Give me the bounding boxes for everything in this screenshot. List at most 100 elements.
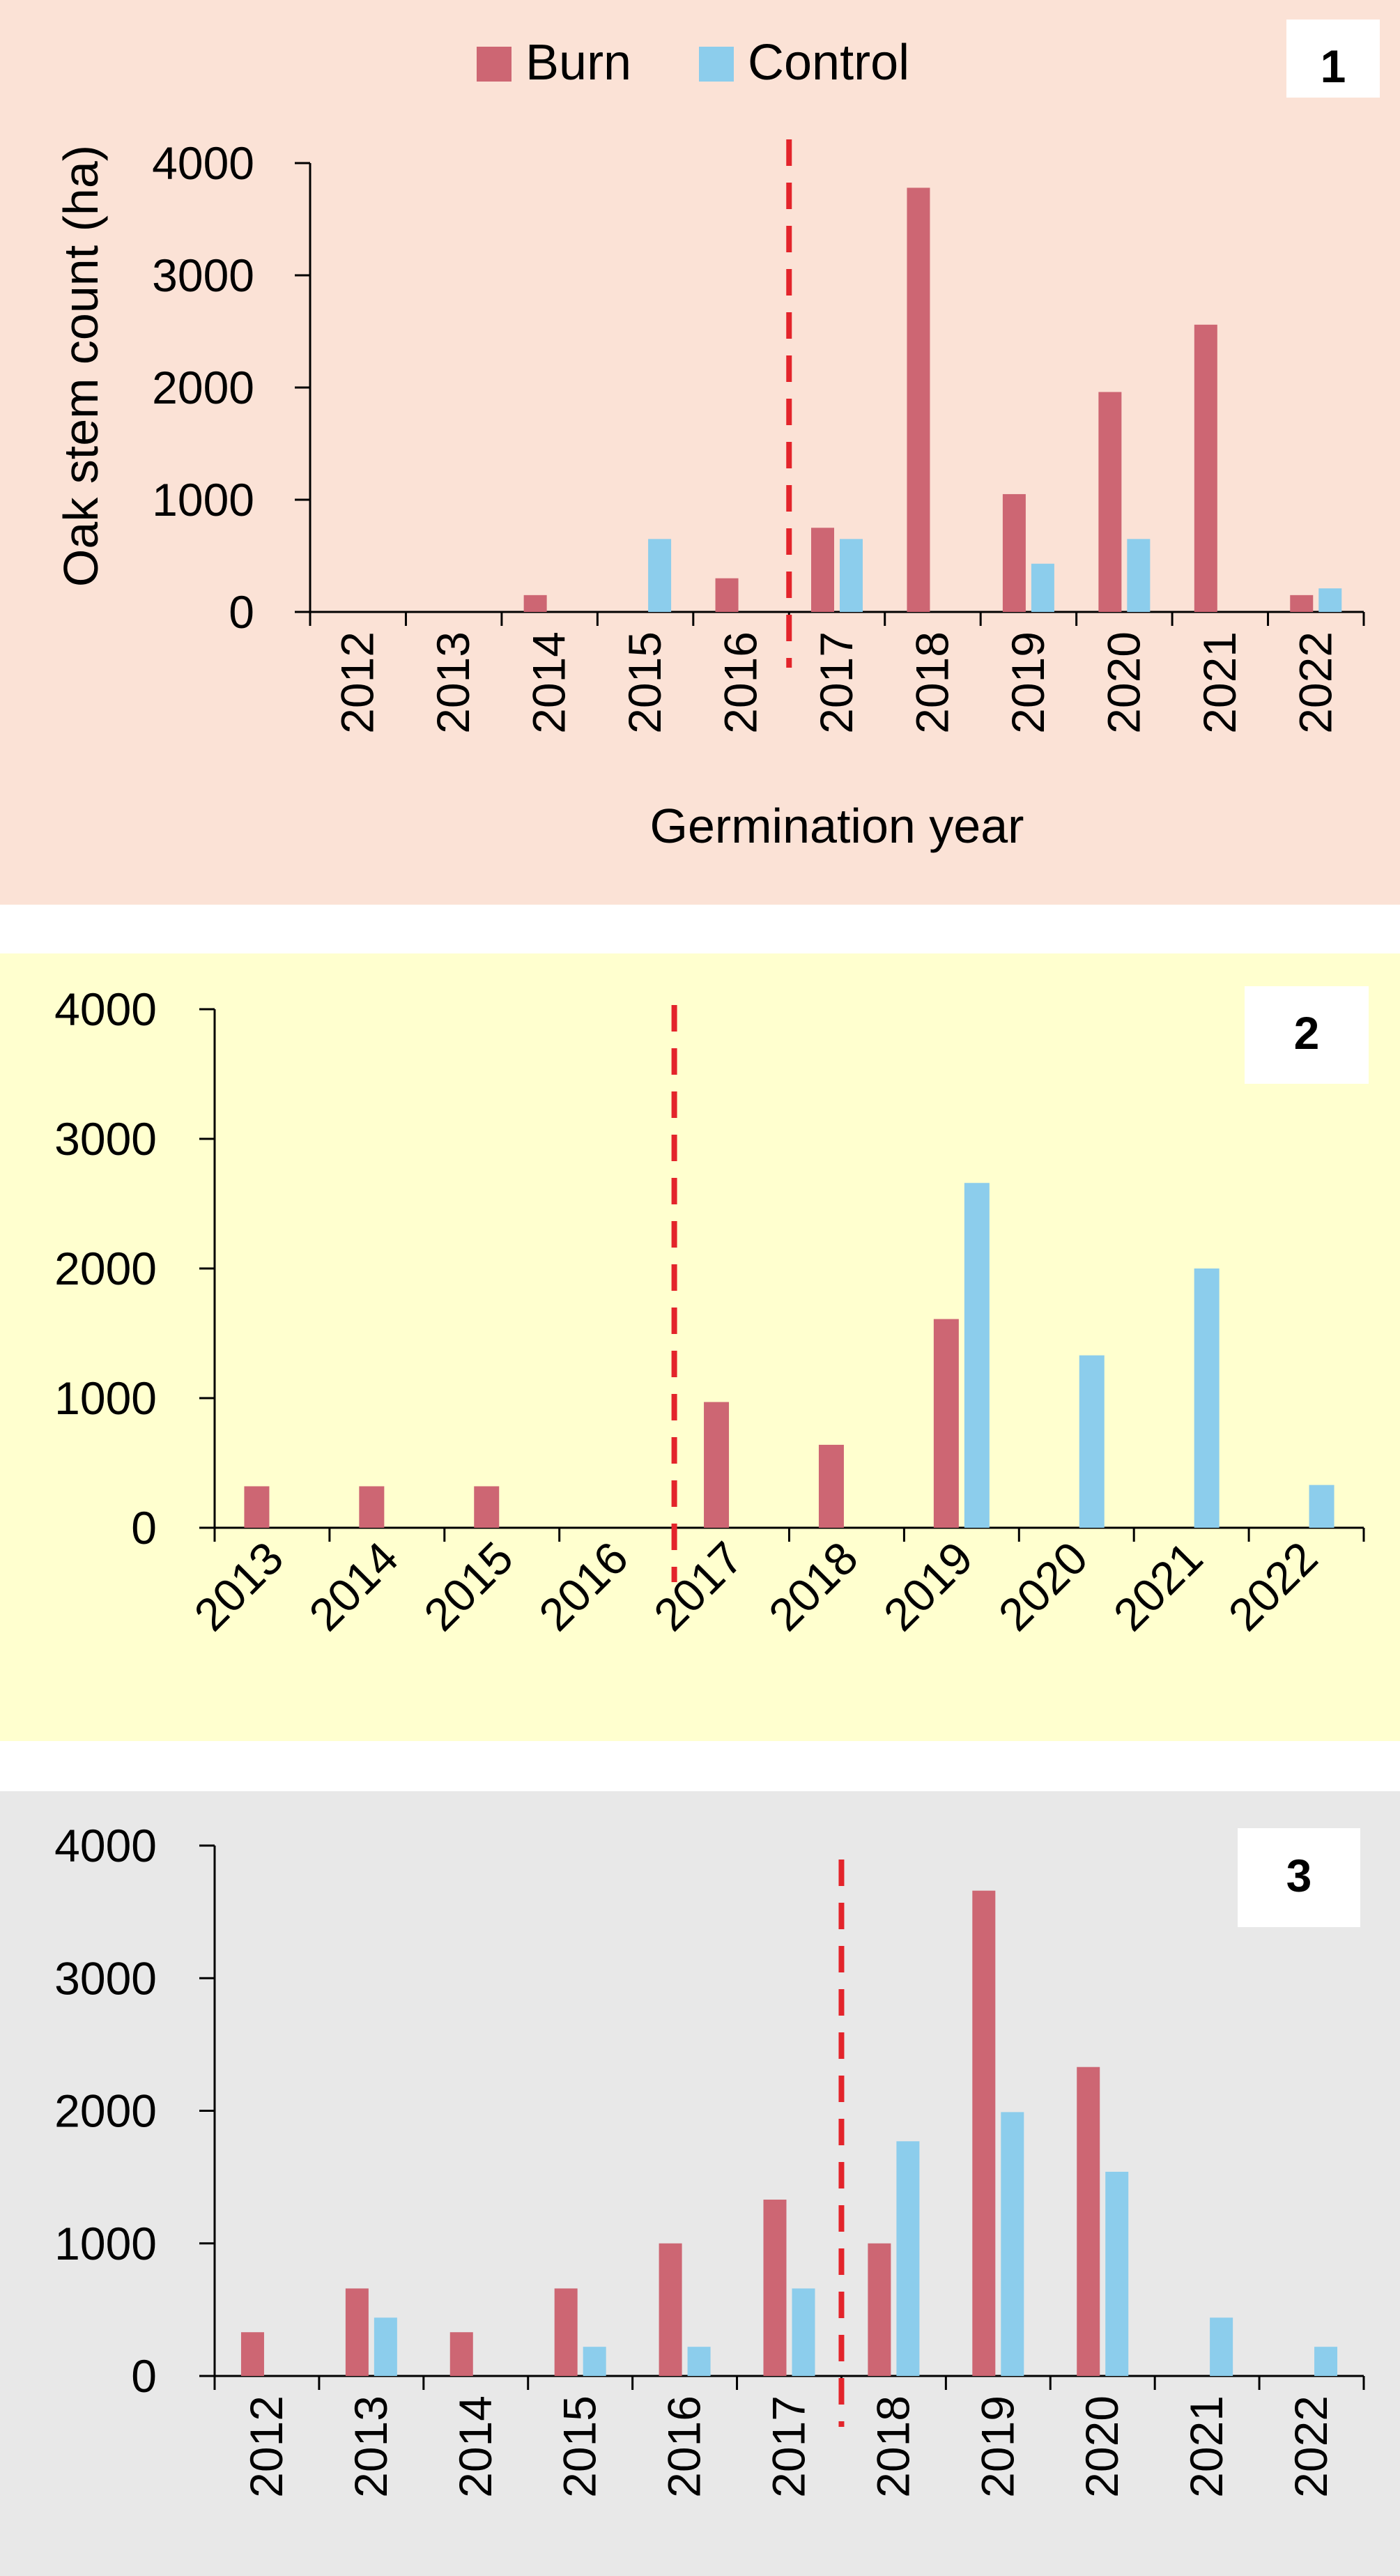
panel-1-label: 1 xyxy=(1321,40,1346,92)
x-tick-label: 2022 xyxy=(1289,631,1341,734)
bar-burn-2015 xyxy=(474,1486,500,1528)
y-tick-label: 3000 xyxy=(54,1113,157,1165)
bar-burn-2020 xyxy=(1098,392,1122,612)
bar-burn-2018 xyxy=(868,2243,891,2376)
panel-3: 3 0 1000 2000 3000 4000 2012 2013 2014 2015 2016 2… xyxy=(0,1791,1400,2576)
bar-control-2017 xyxy=(840,539,863,612)
x-tick-label: 2016 xyxy=(715,631,767,734)
bar-burn-2019 xyxy=(972,1890,996,2376)
panel-label-badge-3: 3 xyxy=(1238,1828,1360,1927)
bar-control-2016 xyxy=(687,2347,711,2376)
legend-control-label: Control xyxy=(748,35,909,91)
y-tick-label: 3000 xyxy=(54,1952,157,2004)
x-tick-label: 2017 xyxy=(763,2395,815,2498)
bar-control-2021 xyxy=(1210,2317,1233,2376)
y-tick-label: 4000 xyxy=(54,983,157,1035)
y-tick-label: 2000 xyxy=(152,362,254,413)
bar-control-2017 xyxy=(792,2288,815,2376)
bar-control-2015 xyxy=(648,539,672,612)
x-tick-label: 2020 xyxy=(1076,2395,1128,2498)
bar-burn-2016 xyxy=(659,2243,682,2376)
panel-2-background xyxy=(0,953,1400,1741)
x-tick-label: 2019 xyxy=(1002,631,1054,734)
panel-label-badge-2: 2 xyxy=(1245,986,1369,1084)
x-tick-label: 2018 xyxy=(906,631,957,734)
x-tick-label: 2022 xyxy=(1285,2395,1337,2498)
panel-1: Burn Control 1 Oak stem count (ha) Germi… xyxy=(0,0,1400,905)
bar-burn-2015 xyxy=(554,2288,578,2376)
x-tick-label: 2013 xyxy=(427,631,479,734)
x-tick-label: 2012 xyxy=(240,2395,292,2498)
y-tick-label: 2000 xyxy=(54,2085,157,2137)
panel-1-background xyxy=(0,0,1400,905)
bar-control-2022 xyxy=(1309,1485,1334,1528)
y-tick-label: 2000 xyxy=(54,1243,157,1294)
panel-3-background xyxy=(0,1791,1400,2576)
panel-3-label: 3 xyxy=(1286,1850,1312,1901)
x-tick-label: 2017 xyxy=(810,631,862,734)
bar-control-2020 xyxy=(1105,2172,1129,2376)
bar-burn-2013 xyxy=(244,1486,270,1528)
bar-control-2019 xyxy=(1001,2112,1024,2376)
x-tick-label: 2014 xyxy=(523,631,575,734)
bar-burn-2014 xyxy=(523,595,547,612)
x-tick-label: 2013 xyxy=(345,2395,397,2498)
x-tick-label: 2020 xyxy=(1098,631,1149,734)
bar-burn-2016 xyxy=(715,578,739,612)
bar-control-2018 xyxy=(896,2141,920,2376)
bar-control-2015 xyxy=(583,2347,606,2376)
bar-burn-2018 xyxy=(907,187,930,612)
y-tick-label: 1000 xyxy=(152,474,254,526)
y-tick-label: 0 xyxy=(229,586,254,638)
bar-burn-2019 xyxy=(1002,493,1026,612)
x-tick-label: 2014 xyxy=(449,2395,501,2498)
y-tick-label: 1000 xyxy=(54,2218,157,2269)
panel-label-badge-1: 1 xyxy=(1286,20,1380,98)
panel-3-plot: 0 1000 2000 3000 4000 2012 2013 2014 2015 2016 201… xyxy=(54,1820,1365,2498)
x-tick-label: 2012 xyxy=(332,631,383,734)
x-tick-label: 2018 xyxy=(867,2395,918,2498)
x-tick-label: 2021 xyxy=(1194,631,1245,734)
bar-control-2020 xyxy=(1127,539,1151,612)
x-tick-label: 2015 xyxy=(619,631,670,734)
bar-control-2019 xyxy=(1031,563,1054,612)
bar-burn-2017 xyxy=(811,528,834,612)
bar-burn-2017 xyxy=(763,2199,787,2376)
legend-burn-label: Burn xyxy=(525,35,631,91)
x-tick-label: 2021 xyxy=(1180,2395,1232,2498)
bar-burn-2014 xyxy=(449,2332,473,2376)
bar-control-2022 xyxy=(1318,588,1342,612)
y-tick-label: 0 xyxy=(131,2350,157,2402)
y-tick-label: 0 xyxy=(131,1502,157,1554)
legend: Burn Control xyxy=(477,35,909,91)
bar-burn-2014 xyxy=(359,1486,385,1528)
bar-burn-2020 xyxy=(1077,2067,1100,2376)
x-tick-label: 2016 xyxy=(659,2395,710,2498)
y-axis-title: Oak stem count (ha) xyxy=(54,145,108,587)
y-tick-label: 4000 xyxy=(152,137,254,189)
bar-burn-2017 xyxy=(704,1402,730,1528)
bar-control-2022 xyxy=(1314,2347,1338,2376)
legend-control-swatch xyxy=(699,47,734,82)
bar-burn-2022 xyxy=(1290,595,1314,612)
legend-burn-swatch xyxy=(477,47,511,82)
bar-burn-2019 xyxy=(933,1319,959,1528)
bar-burn-2012 xyxy=(240,2332,264,2376)
panel-2-label: 2 xyxy=(1294,1007,1320,1059)
bar-control-2019 xyxy=(964,1183,990,1528)
bar-burn-2018 xyxy=(818,1444,844,1528)
x-axis-title: Germination year xyxy=(650,799,1024,853)
y-tick-label: 4000 xyxy=(54,1820,157,1871)
bar-burn-2021 xyxy=(1194,324,1217,612)
bar-burn-2013 xyxy=(345,2288,369,2376)
panel-1-plot: 0 1000 2000 3000 4000 2012 2013 2014 2015 2016 201… xyxy=(152,137,1365,734)
bar-control-2013 xyxy=(374,2317,397,2376)
y-tick-label: 1000 xyxy=(54,1372,157,1424)
y-tick-label: 3000 xyxy=(152,250,254,301)
x-tick-label: 2019 xyxy=(971,2395,1023,2498)
x-tick-label: 2015 xyxy=(554,2395,606,2498)
bar-control-2020 xyxy=(1079,1355,1105,1528)
bar-control-2021 xyxy=(1194,1268,1220,1528)
